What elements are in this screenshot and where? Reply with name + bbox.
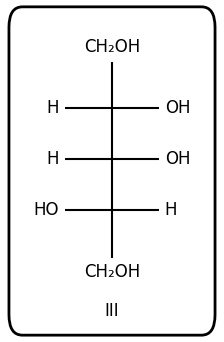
Text: III: III bbox=[105, 302, 119, 320]
Text: H: H bbox=[47, 150, 59, 168]
Text: HO: HO bbox=[34, 201, 59, 219]
Text: CH₂OH: CH₂OH bbox=[84, 263, 140, 281]
Text: H: H bbox=[165, 201, 177, 219]
Text: OH: OH bbox=[165, 150, 190, 168]
Text: CH₂OH: CH₂OH bbox=[84, 38, 140, 56]
Text: H: H bbox=[47, 99, 59, 117]
Text: OH: OH bbox=[165, 99, 190, 117]
FancyBboxPatch shape bbox=[9, 7, 215, 335]
